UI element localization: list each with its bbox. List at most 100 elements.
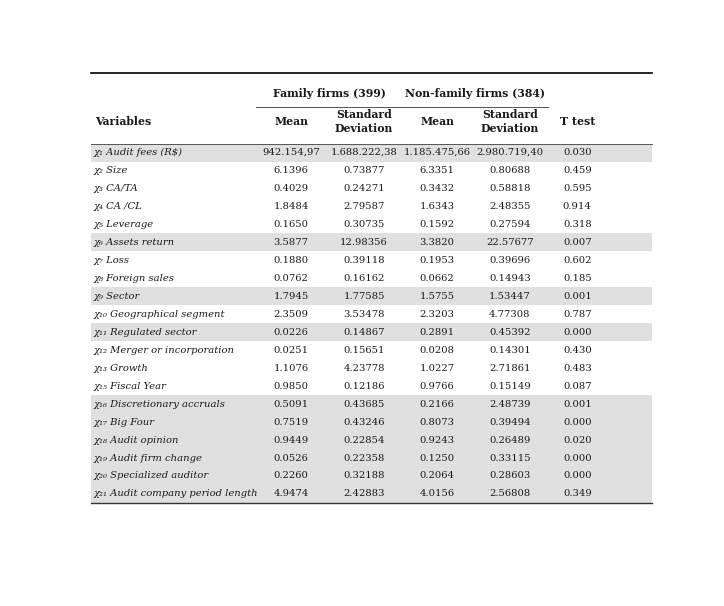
Text: χ₈ Foreign sales: χ₈ Foreign sales (94, 274, 174, 283)
Text: 0.787: 0.787 (563, 310, 592, 319)
Text: 0.24271: 0.24271 (343, 184, 385, 193)
Text: 6.1396: 6.1396 (274, 166, 308, 175)
Bar (90, 179, 652, 198)
Text: 0.43685: 0.43685 (343, 399, 384, 408)
Text: 2.56808: 2.56808 (489, 490, 531, 499)
Text: 0.27594: 0.27594 (489, 220, 531, 229)
Text: 0.914: 0.914 (563, 202, 592, 211)
Text: χ₆ Assets return: χ₆ Assets return (94, 238, 175, 247)
Text: 2.48739: 2.48739 (489, 399, 531, 408)
Text: 0.39494: 0.39494 (489, 418, 531, 427)
Text: 1.1076: 1.1076 (274, 364, 308, 373)
Bar (90, 198, 652, 216)
Text: 2.42883: 2.42883 (343, 490, 384, 499)
Text: 0.430: 0.430 (563, 346, 592, 355)
Text: Standard
Deviation: Standard Deviation (481, 109, 539, 134)
Text: χ₁₇ Big Four: χ₁₇ Big Four (94, 418, 155, 427)
Text: 0.2260: 0.2260 (274, 471, 308, 481)
Text: Standard
Deviation: Standard Deviation (335, 109, 393, 134)
Text: 1.53447: 1.53447 (489, 292, 531, 301)
Text: 0.12186: 0.12186 (343, 382, 384, 391)
Bar (90, 144, 652, 162)
Text: 0.16162: 0.16162 (343, 274, 384, 283)
Text: 0.001: 0.001 (563, 292, 592, 301)
Text: 12.98356: 12.98356 (340, 238, 388, 247)
Bar (90, 270, 652, 287)
Text: χ₁₃ Growth: χ₁₃ Growth (94, 364, 148, 373)
Text: 0.39696: 0.39696 (489, 256, 531, 265)
Text: 1.688.222,38: 1.688.222,38 (331, 148, 397, 157)
Text: 2.3203: 2.3203 (419, 310, 455, 319)
Text: 0.1650: 0.1650 (274, 220, 308, 229)
Text: 2.48355: 2.48355 (489, 202, 531, 211)
Text: 2.79587: 2.79587 (343, 202, 384, 211)
Text: 3.53478: 3.53478 (343, 310, 384, 319)
Bar (90, 216, 652, 233)
Text: 0.14301: 0.14301 (489, 346, 531, 355)
Bar (90, 467, 652, 485)
Text: 1.7945: 1.7945 (274, 292, 308, 301)
Text: 1.8484: 1.8484 (274, 202, 308, 211)
Text: χ₁₀ Geographical segment: χ₁₀ Geographical segment (94, 310, 225, 319)
Text: 0.1250: 0.1250 (419, 453, 455, 462)
Bar (90, 341, 652, 359)
Text: 3.5877: 3.5877 (274, 238, 308, 247)
Text: Family firms (399): Family firms (399) (272, 88, 385, 99)
Text: 0.318: 0.318 (563, 220, 592, 229)
Bar (90, 233, 652, 251)
Text: χ₁₁ Regulated sector: χ₁₁ Regulated sector (94, 328, 197, 337)
Text: 0.9766: 0.9766 (420, 382, 455, 391)
Bar (90, 377, 652, 395)
Text: 0.1880: 0.1880 (274, 256, 308, 265)
Text: χ₇ Loss: χ₇ Loss (94, 256, 130, 265)
Text: 0.15149: 0.15149 (489, 382, 531, 391)
Text: 0.3432: 0.3432 (419, 184, 455, 193)
Text: 0.33115: 0.33115 (489, 453, 531, 462)
Text: 6.3351: 6.3351 (419, 166, 455, 175)
Text: χ₉ Sector: χ₉ Sector (94, 292, 140, 301)
Bar (90, 323, 652, 341)
Text: 0.2891: 0.2891 (419, 328, 455, 337)
Text: 0.22358: 0.22358 (343, 453, 384, 462)
Text: χ₁₅ Fiscal Year: χ₁₅ Fiscal Year (94, 382, 167, 391)
Text: 2.980.719,40: 2.980.719,40 (476, 148, 544, 157)
Bar (90, 162, 652, 179)
Bar (90, 305, 652, 323)
Text: 0.030: 0.030 (563, 148, 592, 157)
Bar (90, 449, 652, 467)
Text: 22.57677: 22.57677 (486, 238, 534, 247)
Text: 0.39118: 0.39118 (343, 256, 385, 265)
Text: T test: T test (560, 116, 595, 127)
Text: 0.000: 0.000 (563, 418, 592, 427)
Text: χ₁₆ Discretionary accruals: χ₁₆ Discretionary accruals (94, 399, 226, 408)
Text: χ₂₀ Specialized auditor: χ₂₀ Specialized auditor (94, 471, 209, 481)
Text: 1.185.475,66: 1.185.475,66 (403, 148, 471, 157)
Text: 3.3820: 3.3820 (419, 238, 455, 247)
Text: 0.483: 0.483 (563, 364, 592, 373)
Text: 0.28603: 0.28603 (489, 471, 531, 481)
Text: 0.7519: 0.7519 (274, 418, 308, 427)
Bar (90, 359, 652, 377)
Text: Mean: Mean (420, 116, 454, 127)
Text: 0.0251: 0.0251 (274, 346, 308, 355)
Text: 0.2064: 0.2064 (419, 471, 455, 481)
Text: χ₂₁ Audit company period length: χ₂₁ Audit company period length (94, 490, 258, 499)
Text: 0.14943: 0.14943 (489, 274, 531, 283)
Text: 0.000: 0.000 (563, 453, 592, 462)
Text: 0.0526: 0.0526 (274, 453, 308, 462)
Text: 2.71861: 2.71861 (489, 364, 531, 373)
Text: 1.0227: 1.0227 (419, 364, 455, 373)
Text: χ₄ CA /CL: χ₄ CA /CL (94, 202, 143, 211)
Text: 0.602: 0.602 (563, 256, 592, 265)
Text: 0.80688: 0.80688 (489, 166, 531, 175)
Text: 2.3509: 2.3509 (274, 310, 308, 319)
Text: 0.0662: 0.0662 (420, 274, 455, 283)
Bar (90, 395, 652, 413)
Bar (90, 431, 652, 449)
Text: 0.001: 0.001 (563, 399, 592, 408)
Text: 0.43246: 0.43246 (343, 418, 384, 427)
Text: 942.154,97: 942.154,97 (262, 148, 320, 157)
Text: 0.45392: 0.45392 (489, 328, 531, 337)
Text: 4.9474: 4.9474 (274, 490, 308, 499)
Text: 0.22854: 0.22854 (343, 436, 384, 445)
